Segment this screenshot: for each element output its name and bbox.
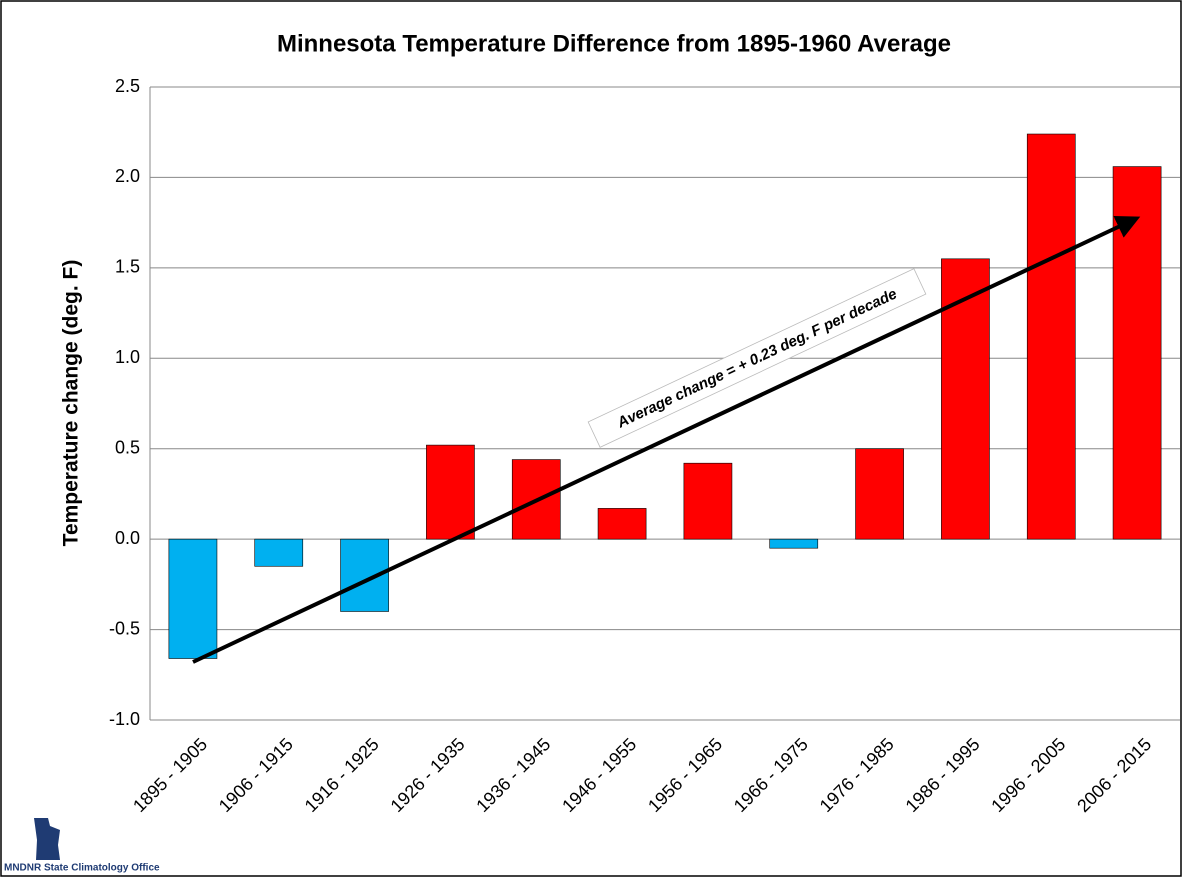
- bar: [1112, 166, 1162, 540]
- chart-title: Minnesota Temperature Difference from 18…: [277, 30, 951, 57]
- y-tick-label: 2.0: [115, 166, 140, 186]
- y-tick-label: 1.0: [115, 347, 140, 367]
- x-tick-label: 1946 - 1955: [558, 734, 640, 816]
- y-tick-label: 2.5: [115, 76, 140, 96]
- bar: [597, 508, 647, 540]
- bar: [1026, 133, 1076, 540]
- y-axis-label: Temperature change (deg. F): [60, 260, 83, 547]
- annotation-box: [587, 268, 927, 448]
- y-tick-label: 0.5: [115, 437, 140, 457]
- logo-shape: [34, 818, 60, 860]
- x-tick-label: 1926 - 1935: [387, 734, 469, 816]
- y-tick-label: 1.5: [115, 257, 140, 277]
- x-tick-label: 1906 - 1915: [215, 734, 297, 816]
- trend-arrow: [192, 215, 1141, 664]
- bar: [855, 448, 904, 540]
- y-tick-label: -1.0: [109, 709, 140, 729]
- bar: [168, 538, 218, 659]
- x-tick-label: 1936 - 1945: [472, 734, 554, 816]
- bar: [511, 459, 561, 540]
- grid: [149, 86, 1180, 721]
- x-tick-label: 1966 - 1975: [730, 734, 812, 816]
- bar: [254, 538, 304, 567]
- bar: [426, 444, 475, 540]
- logo: MNDNR State Climatology Office: [4, 818, 160, 874]
- source: MNDNR State Climatology Office: [4, 863, 160, 874]
- x-tick-label: 1956 - 1965: [644, 734, 726, 816]
- y-tick-label: -0.5: [109, 618, 140, 638]
- x-tick-label: 1976 - 1985: [816, 734, 898, 816]
- bar: [683, 462, 733, 540]
- x-tick-label: 1986 - 1995: [902, 734, 984, 816]
- x-tick-label: 1996 - 2005: [987, 734, 1069, 816]
- x-tick-label: 2006 - 2015: [1073, 734, 1155, 816]
- bars: [168, 133, 1162, 659]
- bar: [769, 538, 819, 549]
- x-tick-label: 1895 - 1905: [129, 734, 211, 816]
- x-tick-label: 1916 - 1925: [301, 734, 383, 816]
- y-tick-label: 0.0: [115, 528, 140, 548]
